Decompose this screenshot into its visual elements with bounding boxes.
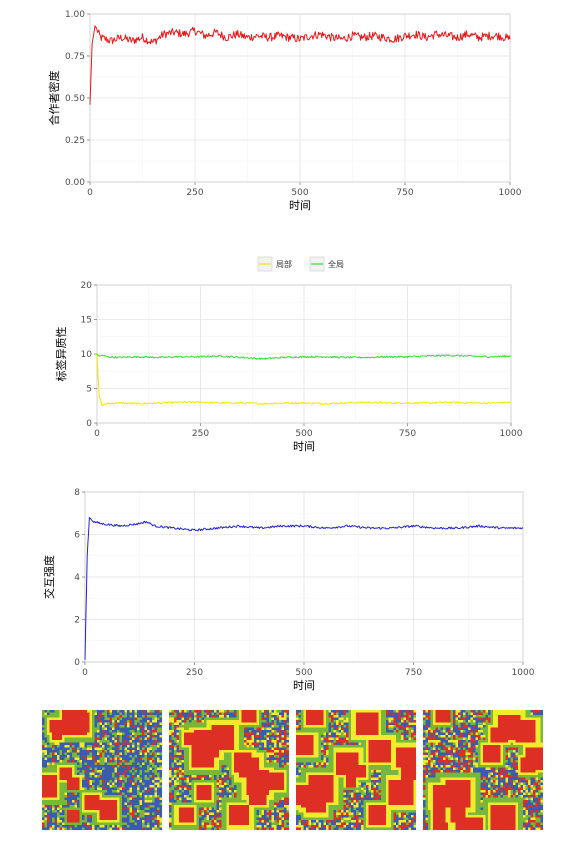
x-tick-label: 750 <box>396 188 413 198</box>
y-tick-label: 0.75 <box>65 52 85 62</box>
y-tick-label: 1.00 <box>65 10 85 20</box>
x-tick-label: 750 <box>399 429 416 439</box>
y-tick-label: 5 <box>86 385 92 395</box>
x-tick-label: 500 <box>291 188 308 198</box>
x-tick-label: 1000 <box>499 188 522 198</box>
legend-item-2: 全局 <box>310 257 344 271</box>
y-tick-label: 0.25 <box>65 136 85 146</box>
legend-label: 局部 <box>276 259 292 269</box>
x-tick-label: 1000 <box>500 429 523 439</box>
y-tick-label: 15 <box>81 316 92 326</box>
x-tick-label: 250 <box>192 429 209 439</box>
legend: 局部 全局 <box>258 257 344 271</box>
y-tick-label: 6 <box>74 531 80 541</box>
x-axis-title: 时间 <box>289 199 311 212</box>
legend-label: 全局 <box>328 259 344 269</box>
x-axis-title: 时间 <box>293 440 315 453</box>
lattice-snapshots <box>42 710 543 830</box>
y-axis-title: 标签异质性 <box>54 327 68 382</box>
x-tick-label: 250 <box>186 188 203 198</box>
x-tick-label: 250 <box>186 668 203 678</box>
y-tick-label: 8 <box>74 488 80 498</box>
x-tick-label: 0 <box>82 668 88 678</box>
chart-interaction-strength: 0 250 500 750 1000 0 2 4 6 8 时间 交互强度 <box>42 488 535 692</box>
chart-tag-heterogeneity: 0 250 500 750 1000 0 5 10 15 20 时间 标签异质性 <box>54 281 523 453</box>
y-tick-label: 0.00 <box>65 178 85 188</box>
y-tick-label: 0.50 <box>65 94 85 104</box>
y-tick-label: 4 <box>74 573 80 583</box>
x-tick-label: 750 <box>405 668 422 678</box>
lattice-snapshot-1 <box>42 710 162 830</box>
x-tick-label: 1000 <box>512 668 535 678</box>
y-tick-label: 2 <box>74 616 80 626</box>
x-tick-label: 0 <box>94 429 100 439</box>
y-axis-title: 合作者密度 <box>47 71 61 126</box>
lattice-snapshot-3 <box>296 710 416 830</box>
y-tick-label: 10 <box>81 350 93 360</box>
x-axis-title: 时间 <box>293 679 315 692</box>
y-tick-label: 0 <box>86 419 92 429</box>
chart-cooperator-density: 0 250 500 750 1000 0.00 0.25 0.50 0.75 1.00 时间 合作者密… <box>47 10 522 212</box>
y-tick-label: 0 <box>74 658 80 668</box>
legend-item-1: 局部 <box>258 257 292 271</box>
x-tick-label: 0 <box>87 188 93 198</box>
x-tick-label: 500 <box>295 668 312 678</box>
lattice-snapshot-4 <box>423 710 543 830</box>
lattice-snapshot-2 <box>169 710 289 830</box>
x-tick-label: 500 <box>295 429 312 439</box>
y-tick-label: 20 <box>81 281 93 291</box>
y-axis-title: 交互强度 <box>42 555 56 599</box>
